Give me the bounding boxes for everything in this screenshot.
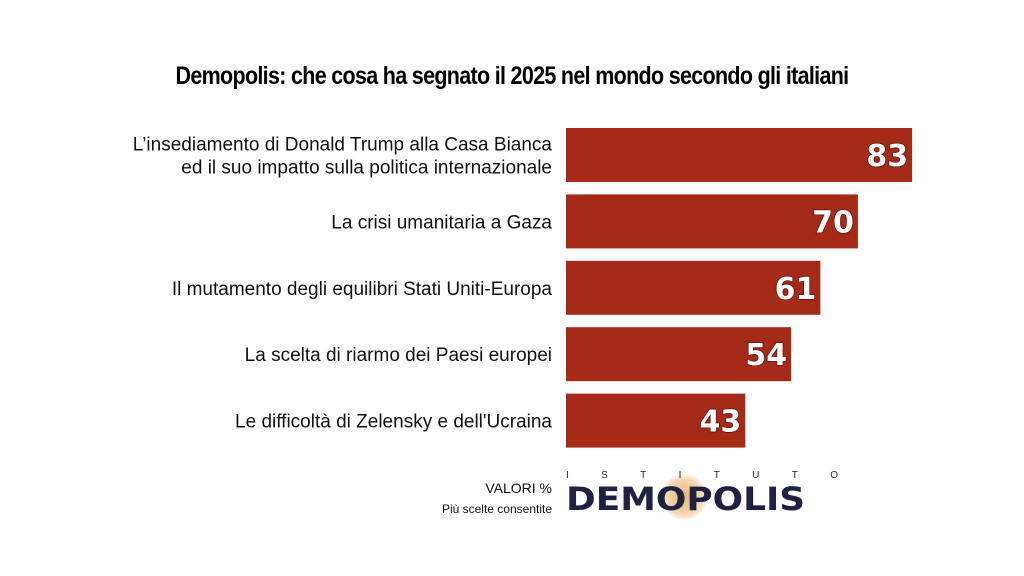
logo-letter: T: [713, 470, 720, 481]
logo-letter: S: [601, 470, 608, 481]
bar: [566, 194, 858, 249]
chart-title: Demopolis: che cosa ha segnato il 2025 n…: [175, 62, 850, 90]
category-label: L’insediamento di Donald Trump alla Casa…: [133, 135, 553, 156]
bar: [566, 327, 792, 382]
bar-value-label: 54: [745, 338, 787, 373]
demopolis-logo: I S T I T U T O DEMOPOLIS: [566, 470, 838, 520]
category-label: Il mutamento degli equilibri Stati Uniti…: [172, 279, 553, 300]
bar-value-label: 70: [812, 205, 854, 240]
bar-value-label: 43: [700, 405, 742, 440]
category-label: La scelta di riarmo dei Paesi europei: [245, 345, 552, 366]
bar: [566, 128, 913, 182]
logo-letter: T: [791, 470, 798, 481]
category-label: La crisi umanitaria a Gaza: [331, 212, 552, 233]
logo-wordmark: DEMOPOLIS: [566, 480, 806, 518]
bar: [566, 260, 821, 315]
multiple-choice-note: Più scelte consentite: [441, 502, 552, 516]
category-label: Le difficoltà di Zelensky e dell'Ucraina: [235, 412, 552, 433]
bar: [566, 393, 746, 448]
logo-letter: I: [678, 470, 682, 481]
logo-glow: [661, 474, 707, 520]
logo-letter: U: [752, 470, 760, 481]
units-note: VALORI %: [485, 480, 552, 496]
logo-letter: I: [566, 470, 569, 481]
logo-letter: T: [640, 470, 647, 481]
bar-value-label: 83: [866, 139, 908, 174]
logo-letter: O: [830, 470, 838, 481]
bar-value-label: 61: [775, 272, 817, 307]
category-label: ed il suo impatto sulla politica interna…: [181, 158, 552, 179]
